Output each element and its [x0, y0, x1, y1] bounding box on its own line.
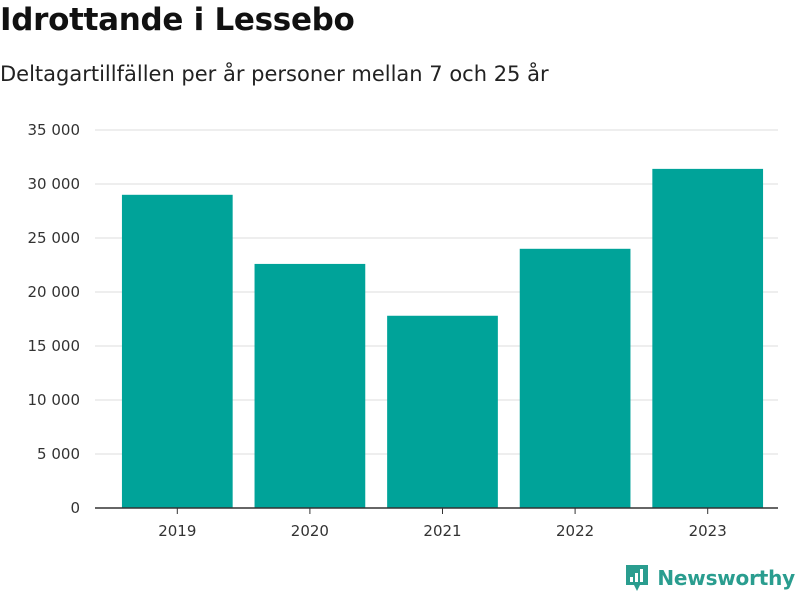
bar-2019: [121, 194, 233, 509]
y-tick-label: 35 000: [28, 121, 81, 139]
bar-2020: [254, 263, 366, 508]
bars: [121, 168, 764, 509]
y-tick-label: 15 000: [28, 337, 81, 355]
y-tick-label: 0: [70, 499, 80, 517]
x-tick-label: 2020: [291, 522, 329, 540]
brand-name: Newsworthy: [657, 566, 795, 590]
y-tick-label: 25 000: [28, 229, 81, 247]
x-tick-label: 2021: [423, 522, 461, 540]
y-tick-label: 10 000: [28, 391, 81, 409]
bar-2022: [519, 248, 631, 509]
brand-logo: Newsworthy: [624, 563, 795, 593]
x-tick-label: 2019: [158, 522, 196, 540]
y-tick-label: 5 000: [37, 445, 80, 463]
x-tick-label: 2023: [689, 522, 727, 540]
x-tick-label: 2022: [556, 522, 594, 540]
x-axis-ticks: 2019 2020 2021 2022 2023: [158, 508, 727, 540]
bar-2021: [387, 315, 498, 508]
newsworthy-logo-icon: [626, 565, 649, 591]
bar-2023: [652, 168, 764, 508]
y-axis-ticks: 0 5 000 10 000 15 000 20 000 25 000 30 000 35 0…: [28, 121, 81, 517]
chart-subtitle: Deltagartillfällen per år personer mella…: [0, 62, 549, 86]
y-tick-label: 20 000: [28, 283, 81, 301]
y-tick-label: 30 000: [28, 175, 81, 193]
chart-title: Idrottande i Lessebo: [0, 2, 355, 38]
